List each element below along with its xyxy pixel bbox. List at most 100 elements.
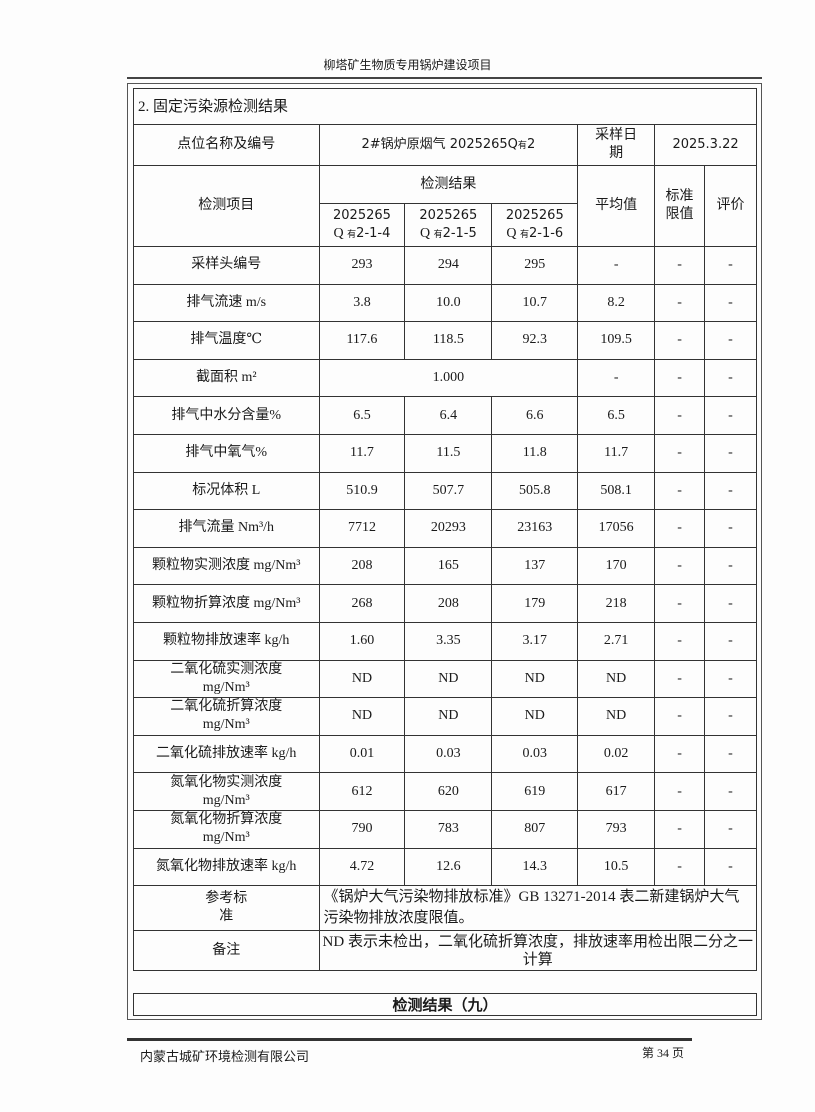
row-value: 505.8 bbox=[491, 471, 579, 511]
row-value: ND bbox=[491, 697, 579, 736]
row-value: ND bbox=[491, 659, 579, 699]
row-value: 510.9 bbox=[318, 471, 406, 511]
table-row: 氮氧化物排放速率 kg/h 4.72 12.6 14.3 10.5- - bbox=[133, 847, 757, 887]
row-limit: - bbox=[654, 621, 706, 661]
row-value: 294 bbox=[404, 246, 493, 285]
row-avg: 17056 bbox=[577, 509, 656, 548]
row-eval: - bbox=[704, 809, 757, 849]
footer-page-number: 第 34 页 bbox=[642, 1046, 685, 1060]
table-row: 颗粒物折算浓度 mg/Nm³ 268 208 179 218- - bbox=[133, 584, 757, 623]
row-limit: - bbox=[654, 358, 706, 398]
row-item: 采样头编号 bbox=[133, 246, 320, 285]
row-value: 12.6 bbox=[404, 847, 493, 887]
table-row: 二氧化硫排放速率 kg/h 0.01 0.03 0.03 0.02- - bbox=[133, 734, 757, 774]
row-eval: - bbox=[704, 697, 757, 736]
row-eval: - bbox=[704, 772, 757, 811]
row-value: 165 bbox=[404, 546, 493, 586]
row-value: 6.4 bbox=[404, 396, 493, 435]
col-limit-header: 标准 限值 bbox=[654, 165, 706, 247]
row-value: 790 bbox=[318, 809, 406, 849]
row-limit: - bbox=[654, 546, 706, 586]
row-value: 208 bbox=[404, 584, 493, 623]
table-row: 采样头编号 293 294 295- - - bbox=[133, 246, 757, 285]
table-row: 二氧化硫实测浓度 mg/Nm³ ND ND ND ND - - bbox=[133, 659, 757, 699]
row-value: 137 bbox=[491, 546, 579, 586]
next-section-title: 检测结果（九） bbox=[133, 993, 757, 1016]
row-item: 氮氧化物排放速率 kg/h bbox=[133, 847, 320, 887]
row-item: 排气中水分含量% bbox=[133, 396, 320, 435]
row-item: 排气中氧气% bbox=[133, 433, 320, 473]
row-value: 807 bbox=[491, 809, 579, 849]
row-limit: - bbox=[654, 396, 706, 435]
row-item: 二氧化硫排放速率 kg/h bbox=[133, 734, 320, 774]
row-value: 11.7 bbox=[318, 433, 406, 473]
row-avg: 793 bbox=[577, 809, 656, 849]
row-eval: - bbox=[704, 509, 757, 548]
table-row: 颗粒物排放速率 kg/h 1.60 3.35 3.17 2.71- - bbox=[133, 621, 757, 661]
reference-label: 参考标准 bbox=[133, 885, 320, 932]
row-limit: - bbox=[654, 659, 706, 699]
results-table: 2. 固定污染源检测结果 点位名称及编号 2#锅炉原烟气 2025265Q有2 … bbox=[133, 88, 757, 972]
row-value: 23163 bbox=[491, 509, 579, 548]
row-item: 氮氧化物折算浓度 mg/Nm³ bbox=[133, 809, 320, 849]
row-value: 619 bbox=[491, 772, 579, 811]
row-avg: 2.71 bbox=[577, 621, 656, 661]
row-value: 4.72 bbox=[318, 847, 406, 887]
date-label: 采样日期 bbox=[577, 124, 656, 166]
row-value: 507.7 bbox=[404, 471, 493, 511]
sample-id-header: 2025265 Q 有2-1-6 bbox=[491, 203, 579, 247]
table-row: 氮氧化物实测浓度 mg/Nm³ 612 620 619 617- - bbox=[133, 772, 757, 811]
row-eval: - bbox=[704, 546, 757, 586]
row-limit: - bbox=[654, 433, 706, 473]
row-eval: - bbox=[704, 283, 757, 323]
row-limit: - bbox=[654, 471, 706, 511]
row-item: 二氧化硫实测浓度 mg/Nm³ bbox=[133, 659, 320, 699]
row-eval: - bbox=[704, 847, 757, 887]
site-row: 点位名称及编号 2#锅炉原烟气 2025265Q有2 采样日期 2025.3.2… bbox=[133, 124, 757, 166]
row-limit: - bbox=[654, 246, 706, 285]
row-value: 10.0 bbox=[404, 283, 493, 323]
row-avg: - bbox=[577, 246, 656, 285]
row-value: ND bbox=[318, 659, 406, 699]
date-value: 2025.3.22 bbox=[654, 124, 757, 166]
row-value: 0.01 bbox=[318, 734, 406, 774]
table-row: 氮氧化物折算浓度 mg/Nm³ 790 783 807 793- - bbox=[133, 809, 757, 849]
row-item: 二氧化硫折算浓度 mg/Nm³ bbox=[133, 697, 320, 736]
row-avg: 109.5 bbox=[577, 321, 656, 360]
row-eval: - bbox=[704, 246, 757, 285]
row-limit: - bbox=[654, 509, 706, 548]
row-avg: 218 bbox=[577, 584, 656, 623]
row-avg: 8.2 bbox=[577, 283, 656, 323]
header-rule bbox=[127, 77, 762, 79]
row-limit: - bbox=[654, 584, 706, 623]
row-value: 612 bbox=[318, 772, 406, 811]
row-value: 6.6 bbox=[491, 396, 579, 435]
table-row: 排气中水分含量% 6.5 6.4 6.6 6.5- - bbox=[133, 396, 757, 435]
col-avg-header: 平均值 bbox=[577, 165, 656, 247]
row-value-merged: 1.000 bbox=[318, 358, 579, 398]
table-row: 排气流速 m/s 3.8 10.0 10.7 8.2- - bbox=[133, 283, 757, 323]
row-eval: - bbox=[704, 321, 757, 360]
footer-rule bbox=[127, 1038, 692, 1041]
row-item: 排气流速 m/s bbox=[133, 283, 320, 323]
row-value: 3.17 bbox=[491, 621, 579, 661]
row-value: 7712 bbox=[318, 509, 406, 548]
row-eval: - bbox=[704, 584, 757, 623]
row-avg: - bbox=[577, 358, 656, 398]
table-row: 二氧化硫折算浓度 mg/Nm³ ND ND ND ND - - bbox=[133, 697, 757, 736]
row-avg: 10.5 bbox=[577, 847, 656, 887]
row-value: 92.3 bbox=[491, 321, 579, 360]
row-item: 排气温度℃ bbox=[133, 321, 320, 360]
row-value: ND bbox=[404, 697, 493, 736]
footer-company: 内蒙古城矿环境检测有限公司 bbox=[140, 1049, 310, 1064]
row-avg: 6.5 bbox=[577, 396, 656, 435]
row-value: 783 bbox=[404, 809, 493, 849]
row-avg: 617 bbox=[577, 772, 656, 811]
table-row: 颗粒物实测浓度 mg/Nm³ 208 165 137 170- - bbox=[133, 546, 757, 586]
row-value: ND bbox=[404, 659, 493, 699]
note-text: ND 表示未检出，二氧化硫折算浓度，排放速率用检出限二分之一计算 bbox=[318, 930, 757, 972]
row-limit: - bbox=[654, 734, 706, 774]
row-limit: - bbox=[654, 321, 706, 360]
page-frame bbox=[127, 83, 762, 1020]
